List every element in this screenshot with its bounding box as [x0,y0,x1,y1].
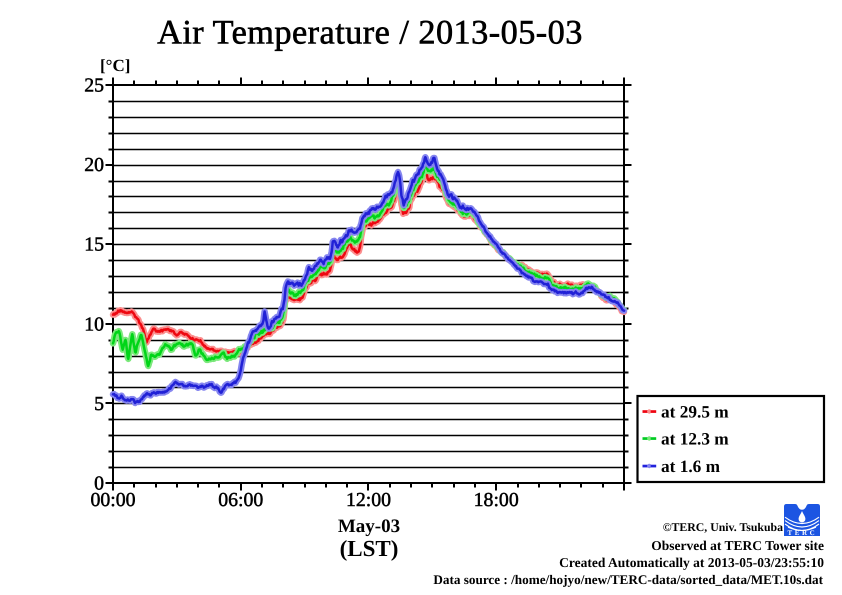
svg-text:(LST): (LST) [340,536,399,561]
svg-text:Created Automatically at 2013-: Created Automatically at 2013-05-03/23:5… [559,555,824,570]
svg-text:[°C]: [°C] [100,56,130,75]
svg-text:5: 5 [94,393,104,415]
svg-text:0: 0 [94,473,104,495]
svg-text:Air Temperature / 2013-05-03: Air Temperature / 2013-05-03 [157,13,583,51]
svg-text:15: 15 [84,234,104,256]
svg-text:18:00: 18:00 [474,489,519,511]
svg-text:12:00: 12:00 [346,489,391,511]
svg-text:TERC: TERC [787,529,817,537]
svg-text:Observed at TERC Tower site: Observed at TERC Tower site [651,538,824,553]
svg-text:©TERC, Univ. Tsukuba: ©TERC, Univ. Tsukuba [663,520,783,534]
svg-text:at 1.6 m: at 1.6 m [661,457,721,476]
svg-text:at 29.5 m: at 29.5 m [661,403,729,422]
svg-text:10: 10 [84,313,104,335]
svg-text:May-03: May-03 [338,516,400,537]
svg-text:06:00: 06:00 [218,489,263,511]
svg-text:25: 25 [84,75,104,97]
svg-text:00:00: 00:00 [90,489,135,511]
svg-text:Data source : /home/hojyo/new/: Data source : /home/hojyo/new/TERC-data/… [433,572,823,587]
svg-text:20: 20 [84,154,104,176]
svg-text:at 12.3 m: at 12.3 m [661,430,729,449]
